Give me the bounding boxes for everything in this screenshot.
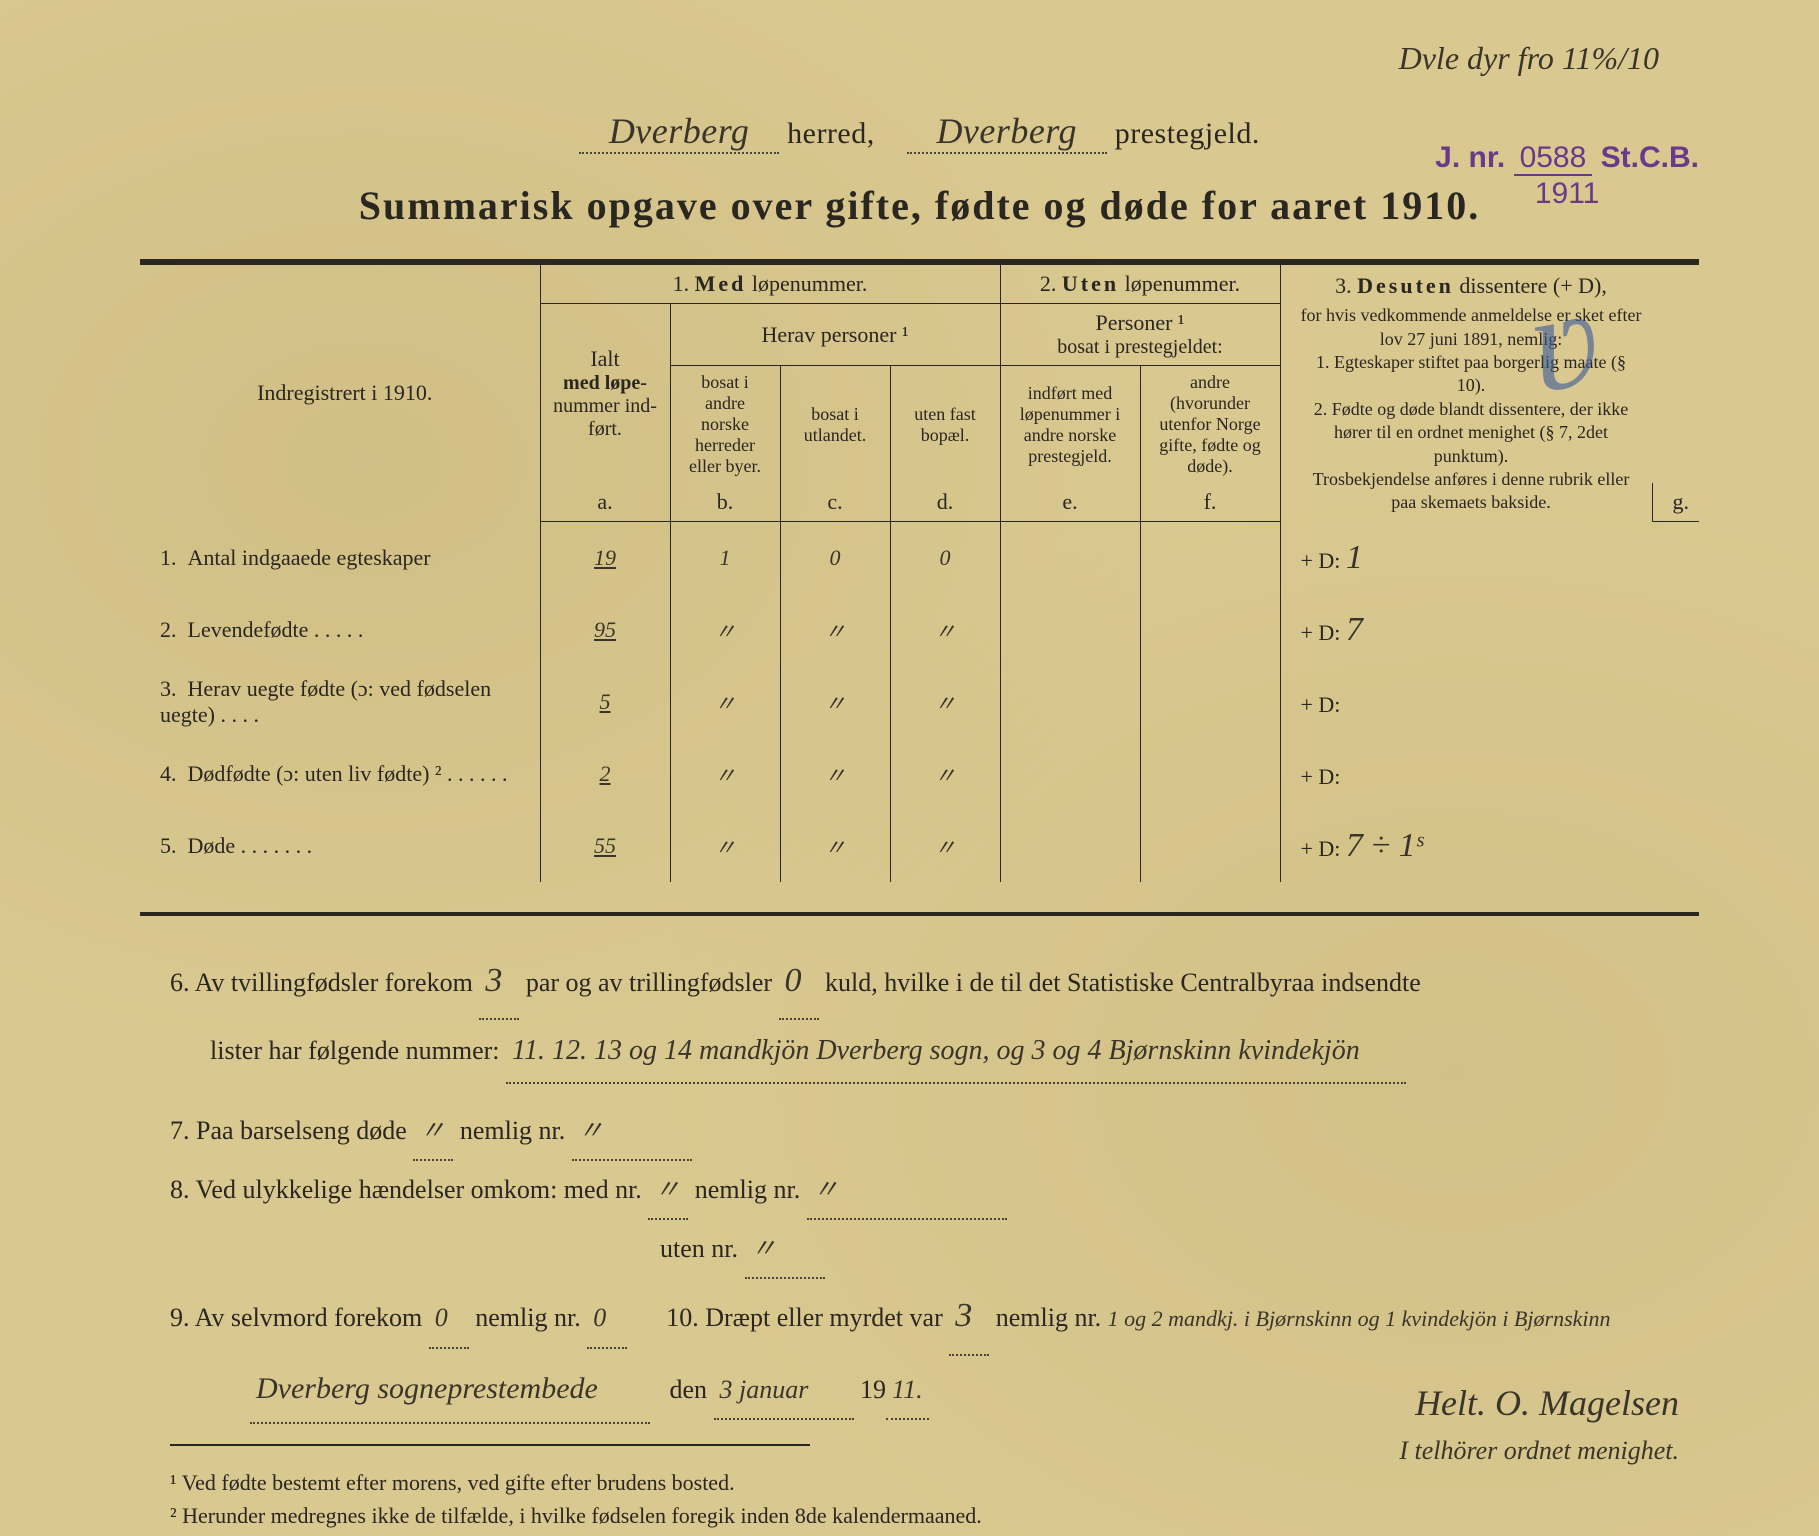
footnotes: ¹ Ved fødte bestemt efter morens, ved gi… [140, 1466, 1699, 1532]
sub-f: andre (hvorunder utenfor Norge gifte, fø… [1140, 366, 1280, 484]
prestegjeld-label: prestegjeld. [1115, 117, 1260, 150]
cell-e [1000, 666, 1140, 738]
cell-b: 1 [670, 522, 780, 594]
herred-label: herred, [787, 117, 875, 150]
cell-f [1140, 522, 1280, 594]
table-row: 4. Dødfødte (ɔ: uten liv fødte) ² . . . … [140, 738, 1699, 810]
stamp-jnr-value: 0588 [1514, 141, 1593, 176]
footnote-rule [170, 1444, 810, 1446]
item-6: 6. Av tvillingfødsler forekom 3 par og a… [170, 944, 1669, 1021]
cell-e [1000, 738, 1140, 810]
cell-c: 0 [780, 522, 890, 594]
table-row: 5. Døde . . . . . . .55〃〃〃+ D: 7 ÷ 1ˢ [140, 810, 1699, 882]
cell-d: 〃 [890, 738, 1000, 810]
cell-g: + D: [1280, 666, 1652, 738]
herred-value: Dverberg [579, 110, 779, 154]
row-label: 1. Antal indgaaede egteskaper [140, 522, 540, 594]
cell-b: 〃 [670, 594, 780, 666]
stamp-stcb: St.C.B. [1601, 141, 1699, 174]
cell-g: + D: [1280, 738, 1652, 810]
item-7: 7. Paa barselseng døde 〃 nemlig nr. 〃 [170, 1102, 1669, 1161]
stamp-jnr-label: J. nr. [1435, 141, 1505, 174]
row-label: 5. Døde . . . . . . . [140, 810, 540, 882]
stamp-year: 1911 [1435, 176, 1699, 212]
letter-g: g. [1652, 483, 1699, 522]
lower-section: 6. Av tvillingfødsler forekom 3 par og a… [140, 944, 1699, 1425]
cell-e [1000, 810, 1140, 882]
cell-d: 〃 [890, 594, 1000, 666]
sub-d: uten fast bopæl. [890, 366, 1000, 484]
row-label: 4. Dødfødte (ɔ: uten liv fødte) ² . . . … [140, 738, 540, 810]
cell-f [1140, 738, 1280, 810]
cell-e [1000, 594, 1140, 666]
table-row: 3. Herav uegte fødte (ɔ: ved fødselen ue… [140, 666, 1699, 738]
herav-head: Herav personer ¹ [670, 304, 1000, 366]
item-9-10: 9. Av selvmord forekom 0 nemlig nr. 0 10… [170, 1279, 1669, 1356]
thick-rule-mid [140, 912, 1699, 916]
stamp-block: J. nr. 0588 St.C.B. 1911 [1435, 140, 1699, 212]
cell-g: + D: 7 ÷ 1ˢ [1280, 810, 1652, 882]
cell-d: 〃 [890, 666, 1000, 738]
cell-e [1000, 522, 1140, 594]
cell-a: 2 [540, 738, 670, 810]
letter-a: a. [540, 483, 670, 522]
footnote-2: ² Herunder medregnes ikke de tilfælde, i… [170, 1499, 1699, 1532]
footnote-1: ¹ Ved fødte bestemt efter morens, ved gi… [170, 1466, 1699, 1499]
cell-a: 19 [540, 522, 670, 594]
cell-f [1140, 810, 1280, 882]
document-page: Dvle dyr fro 11%/10 Dverberg herred, Dve… [0, 0, 1819, 1536]
item-8-line2: uten nr. 〃 [170, 1220, 1669, 1279]
cell-b: 〃 [670, 810, 780, 882]
cell-d: 〃 [890, 810, 1000, 882]
personer2-head: Personer ¹ bosat i prestegjeldet: [1000, 304, 1280, 366]
cell-g: + D: 7 [1280, 594, 1652, 666]
signature: Helt. O. Magelsen [1399, 1382, 1679, 1424]
cell-f [1140, 594, 1280, 666]
head-2: 2. Uten løpenummer. [1000, 265, 1280, 304]
cell-d: 0 [890, 522, 1000, 594]
row-label: 2. Levendefødte . . . . . [140, 594, 540, 666]
row-label: 3. Herav uegte fødte (ɔ: ved fødselen ue… [140, 666, 540, 738]
letter-f: f. [1140, 483, 1280, 522]
cell-g: + D: 1 [1280, 522, 1652, 594]
cell-c: 〃 [780, 810, 890, 882]
cell-a: 5 [540, 666, 670, 738]
cell-c: 〃 [780, 594, 890, 666]
top-annotation: Dvle dyr fro 11%/10 [1399, 40, 1659, 77]
head-3: 3. Desuten dissentere (+ D), for hvis ve… [1280, 265, 1652, 522]
letter-c: c. [780, 483, 890, 522]
cell-c: 〃 [780, 666, 890, 738]
table-row: 2. Levendefødte . . . . .95〃〃〃+ D: 7 [140, 594, 1699, 666]
cell-a: 55 [540, 810, 670, 882]
cell-c: 〃 [780, 738, 890, 810]
sub-e: indført med løpenummer i andre norske pr… [1000, 366, 1140, 484]
signature-block: Helt. O. Magelsen I telhörer ordnet meni… [1399, 1382, 1679, 1466]
table-row: 1. Antal indgaaede egteskaper19100+ D: 1 [140, 522, 1699, 594]
col-label-head: Indregistrert i 1910. [140, 265, 540, 522]
letter-b: b. [670, 483, 780, 522]
cell-b: 〃 [670, 738, 780, 810]
summary-table: Indregistrert i 1910. 1. Med løpenummer.… [140, 265, 1699, 882]
signature-note: I telhörer ordnet menighet. [1399, 1436, 1679, 1466]
cell-b: 〃 [670, 666, 780, 738]
letter-e: e. [1000, 483, 1140, 522]
sub-c: bosat i utlandet. [780, 366, 890, 484]
prestegjeld-value: Dverberg [907, 110, 1107, 154]
cell-a: 95 [540, 594, 670, 666]
item-6-line2: lister har følgende nummer: 11. 12. 13 o… [170, 1020, 1669, 1084]
ialt-head: Ialt med løpe- nummer ind- ført. [540, 304, 670, 484]
item-8: 8. Ved ulykkelige hændelser omkom: med n… [170, 1161, 1669, 1220]
head-1: 1. Med løpenummer. [540, 265, 1000, 304]
cell-f [1140, 666, 1280, 738]
letter-d: d. [890, 483, 1000, 522]
sub-b: bosat i andre norske herreder eller byer… [670, 366, 780, 484]
